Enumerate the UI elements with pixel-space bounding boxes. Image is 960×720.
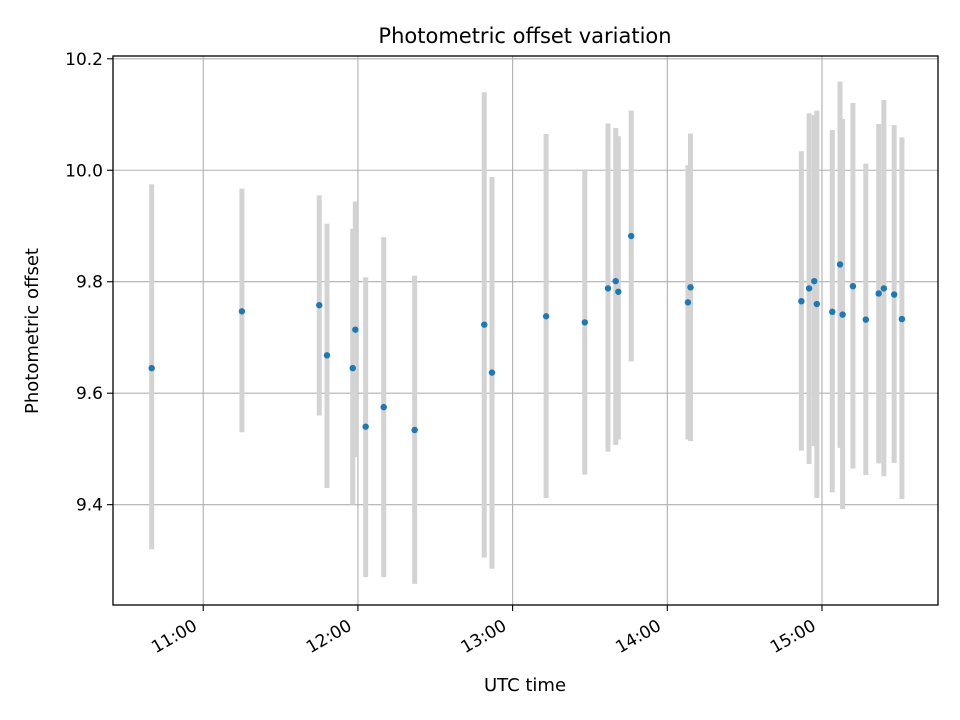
data-point	[380, 403, 387, 411]
data-point	[323, 352, 331, 359]
data-point	[890, 291, 898, 298]
x-axis: 11:00 12:00 13:00 14:00 15:00	[148, 605, 823, 658]
data-point	[481, 321, 488, 328]
x-tick-label: 14:00	[612, 616, 664, 658]
y-axis-title: Photometric offset	[22, 248, 43, 414]
x-tick-label: 11:00	[148, 616, 200, 658]
data-point	[238, 308, 246, 315]
data-point	[836, 261, 844, 268]
data-point	[349, 364, 356, 372]
data-point	[488, 369, 496, 376]
data-point	[362, 423, 369, 430]
x-tick-label: 12:00	[303, 616, 355, 658]
x-tick-label: 13:00	[458, 616, 510, 658]
data-point	[880, 285, 888, 292]
data-point	[604, 285, 612, 292]
data-points	[148, 232, 906, 434]
data-point	[798, 298, 805, 305]
y-tick-label: 10.2	[65, 50, 103, 70]
y-tick-label: 10.0	[65, 161, 103, 181]
data-point	[875, 290, 882, 297]
y-tick-label: 9.8	[76, 273, 103, 293]
x-tick-label: 15:00	[767, 616, 819, 658]
data-point	[687, 284, 694, 291]
chart-title: Photometric offset variation	[378, 24, 671, 48]
y-axis: 9.4 9.6 9.8 10.0 10.2	[65, 50, 113, 516]
y-tick-label: 9.6	[76, 384, 103, 404]
error-bars	[149, 81, 905, 584]
data-point	[805, 285, 813, 292]
data-point	[684, 299, 692, 306]
data-point	[148, 364, 155, 372]
data-point	[849, 282, 857, 290]
data-point	[839, 311, 846, 318]
data-point	[813, 300, 821, 308]
data-point	[628, 232, 635, 240]
data-point	[411, 426, 418, 434]
y-tick-label: 9.4	[76, 496, 103, 516]
data-point	[862, 316, 870, 323]
data-point	[615, 288, 622, 295]
plot-frame	[112, 55, 939, 606]
data-point	[581, 319, 588, 326]
data-point	[898, 315, 906, 323]
x-axis-title: UTC time	[484, 675, 566, 696]
data-point	[316, 301, 323, 309]
data-point	[829, 308, 836, 316]
data-point	[352, 326, 359, 333]
data-point	[612, 277, 619, 285]
data-point	[542, 313, 550, 320]
data-point	[811, 277, 818, 285]
